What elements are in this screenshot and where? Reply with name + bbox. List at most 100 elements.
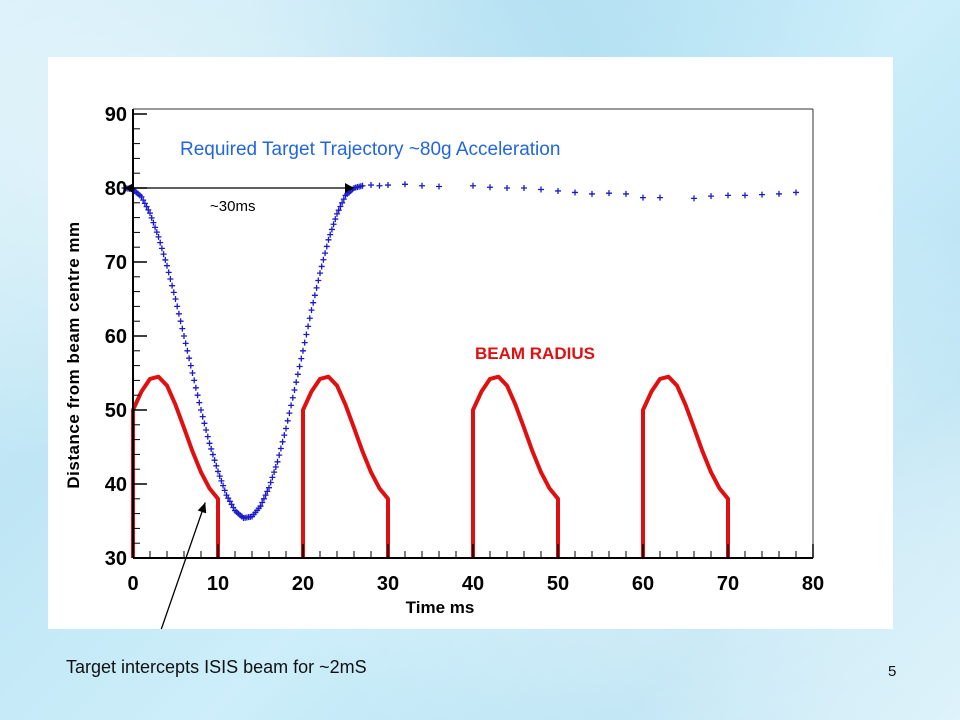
intercept-pointer-arrowhead (197, 502, 207, 514)
trajectory-point (776, 190, 782, 197)
trajectory-point (640, 194, 646, 201)
x-tick-label: 10 (207, 573, 229, 595)
trajectory-point (226, 498, 233, 505)
trajectory-point (218, 477, 225, 484)
trajectory-point (230, 504, 237, 511)
trajectory-series (121, 181, 799, 522)
trajectory-point (147, 210, 153, 217)
trajectory-point (175, 310, 182, 317)
beam-pulse (471, 374, 560, 558)
trajectory-point (274, 458, 281, 465)
trajectory-point (487, 184, 493, 191)
trajectory-point (325, 236, 332, 243)
x-tick-label: 70 (717, 573, 739, 595)
trajectory-point (271, 469, 278, 476)
trajectory-point (335, 207, 342, 214)
trajectory-point (334, 210, 340, 217)
trajectory-point (330, 221, 337, 228)
duration-label: ~30ms (210, 198, 255, 215)
trajectory-point (150, 219, 157, 226)
trajectory-point (313, 284, 320, 291)
trajectory-point (276, 452, 283, 459)
trajectory-point (192, 384, 199, 391)
trajectory-point (213, 462, 220, 469)
y-tick-label: 90 (105, 104, 127, 126)
trajectory-point (209, 451, 216, 458)
trajectory-point (283, 425, 289, 432)
trajectory-point (708, 193, 714, 200)
trajectory-point (281, 432, 288, 439)
y-tick-label: 50 (105, 400, 127, 422)
trajectory-point (337, 203, 344, 210)
trajectory-point (317, 270, 323, 277)
duration-arrowhead-left (124, 183, 134, 193)
trajectory-point (376, 182, 383, 189)
trajectory-point (181, 333, 187, 339)
trajectory-point (623, 190, 629, 197)
trajectory-point (169, 282, 176, 289)
trajectory-point (315, 277, 322, 284)
trajectory-point (521, 185, 527, 191)
trajectory-point (198, 407, 204, 413)
trajectory-point (322, 250, 329, 257)
x-tick-label: 50 (547, 573, 569, 595)
trajectory-point (725, 192, 731, 199)
intercept-annotation: Target intercepts ISIS beam for ~2mS (66, 657, 367, 677)
trajectory-point (339, 199, 346, 206)
trajectory-point (172, 296, 179, 302)
trajectory-point (291, 387, 298, 394)
trajectory-point (187, 362, 194, 369)
trajectory-point (305, 323, 312, 330)
trajectory-point (170, 289, 177, 296)
trajectory-point (196, 399, 203, 406)
trajectory-point (294, 371, 301, 378)
beam-pulse (301, 374, 390, 558)
trajectory-point (296, 363, 303, 370)
trajectory-point (152, 224, 159, 231)
trajectory-point (504, 185, 510, 191)
beam-pulse (641, 374, 730, 558)
trajectory-point (174, 303, 181, 310)
trajectory-point (303, 331, 310, 338)
y-tick-label: 80 (105, 178, 127, 200)
trajectory-point (167, 276, 174, 283)
trajectory-point (538, 186, 544, 193)
trajectory-point (308, 307, 315, 314)
trajectory-point (318, 263, 325, 270)
trajectory-point (260, 495, 267, 502)
trajectory-point (606, 190, 612, 197)
trajectory-point (267, 479, 274, 486)
trajectory-point (177, 318, 184, 325)
trajectory-point (216, 473, 223, 480)
trajectory-point (140, 197, 147, 204)
x-tick-label: 30 (377, 573, 399, 595)
trajectory-point (419, 182, 425, 189)
trajectory-chart: 0 10 20 30 40 50 60 70 80 30 40 50 60 70 80 90 Required… (64, 104, 824, 629)
trajectory-point (191, 377, 198, 384)
trajectory-point (272, 463, 279, 470)
trajectory-point (266, 484, 272, 491)
trajectory-point (199, 413, 206, 420)
trajectory-point (269, 474, 276, 481)
trajectory-point (262, 492, 269, 499)
x-tick-label: 80 (802, 573, 824, 595)
y-tick-label: 30 (105, 548, 127, 570)
trajectory-point (220, 482, 227, 489)
trajectory-point (153, 229, 160, 236)
trajectory-point (332, 216, 339, 223)
trajectory-point (759, 191, 765, 198)
trajectory-point (165, 269, 172, 276)
trajectory-point (306, 315, 313, 322)
trajectory-point (288, 402, 295, 409)
trajectory-point (742, 192, 748, 199)
slide-number: 5 (888, 663, 897, 680)
trajectory-point (311, 292, 318, 299)
trajectory-point (194, 392, 201, 399)
trajectory-point (793, 189, 799, 196)
trajectory-point (184, 347, 191, 354)
y-tick-label: 60 (105, 326, 127, 348)
trajectory-point (201, 420, 208, 427)
trajectory-point (223, 492, 230, 499)
duration-arrowhead-right (345, 183, 354, 193)
trajectory-point (228, 501, 235, 508)
